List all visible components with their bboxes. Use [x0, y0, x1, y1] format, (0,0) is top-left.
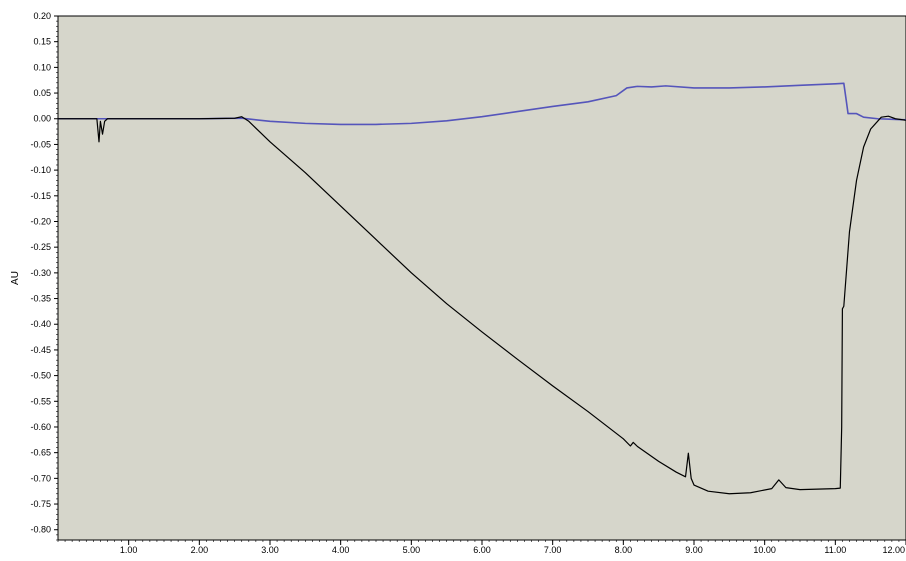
y-axis-label: AU: [10, 271, 21, 285]
y-tick-label: -0.05: [30, 139, 51, 149]
y-tick-label: -0.40: [30, 319, 51, 329]
x-tick-label: 1.00: [120, 545, 138, 555]
x-tick-label: 3.00: [261, 545, 279, 555]
y-tick-label: -0.25: [30, 242, 51, 252]
y-tick-label: -0.80: [30, 525, 51, 535]
y-tick-label: -0.60: [30, 422, 51, 432]
series-line-1: [58, 82, 906, 126]
y-tick-label: 0.10: [33, 62, 51, 72]
y-tick-label: -0.45: [30, 345, 51, 355]
x-tick-label: 2.00: [191, 545, 209, 555]
y-tick-label: -0.35: [30, 294, 51, 304]
plot-area: [57, 15, 906, 541]
y-tick-label: -0.75: [30, 499, 51, 509]
y-tick-label: 0.05: [33, 88, 51, 98]
x-tick-label: 7.00: [544, 545, 562, 555]
y-tick-label: -0.10: [30, 165, 51, 175]
x-tick-label: 6.00: [473, 545, 491, 555]
x-tick-label: 12.00: [882, 545, 905, 555]
y-tick-label: 0.15: [33, 37, 51, 47]
x-tick-label: 5.00: [403, 545, 421, 555]
y-tick-label: -0.30: [30, 268, 51, 278]
series-line-2: [58, 115, 906, 495]
x-tick-label: 11.00: [824, 545, 846, 555]
y-tick-label: -0.20: [30, 216, 51, 226]
y-tick-label: -0.50: [30, 371, 51, 381]
x-tick-label: 10.00: [753, 545, 776, 555]
x-tick-label: 8.00: [615, 545, 633, 555]
y-axis: 0.20 0.15 0.10 0.05 0.00 -0.05 -0.10 -0.15 -0.20…: [30, 11, 58, 541]
x-tick-label: 4.00: [332, 545, 350, 555]
x-tick-label: 9.00: [685, 545, 703, 555]
y-tick-label: 0.20: [33, 11, 51, 21]
x-axis: 1.00 2.00 3.00 4.00 5.00 6.00 7.00 8.00 9.00 10.0…: [57, 540, 906, 555]
series-layer: [58, 82, 906, 495]
y-tick-label: -0.65: [30, 448, 51, 458]
y-tick-label: -0.55: [30, 396, 51, 406]
y-tick-label: -0.70: [30, 473, 51, 483]
y-tick-label: -0.15: [30, 191, 51, 201]
y-tick-label: 0.00: [33, 114, 51, 124]
